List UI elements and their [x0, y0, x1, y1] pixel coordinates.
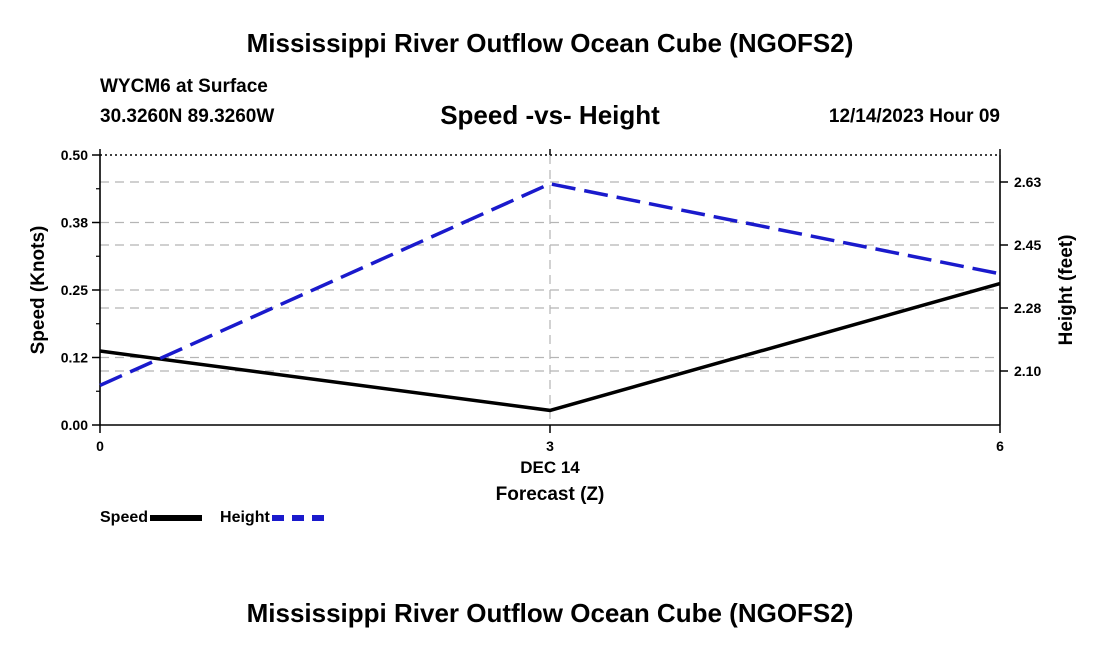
station-label: WYCM6 at Surface [100, 76, 268, 97]
x-axis-label: Forecast (Z) [496, 484, 605, 505]
forecast-datetime: 12/14/2023 Hour 09 [828, 106, 1000, 127]
x-tick-label: 0 [96, 438, 104, 454]
y2-tick-label: 2.10 [1014, 363, 1041, 379]
y-tick-label: 0.25 [61, 282, 88, 298]
series-line-height [99, 181, 1001, 387]
legend-height-label: Height [220, 509, 270, 526]
y-axis-label: Speed (Knots) [28, 226, 49, 355]
y-tick-label: 0.12 [61, 350, 88, 366]
y2-tick-label: 2.63 [1014, 174, 1041, 190]
y-tick-label: 0.00 [61, 417, 88, 433]
y2-axis-label: Height (feet) [1056, 235, 1077, 346]
x-tick-label: 6 [996, 438, 1004, 454]
y-tick-label: 0.50 [61, 147, 88, 163]
y2-tick-label: 2.45 [1014, 237, 1041, 253]
x-tick-label: 3 [546, 438, 554, 454]
legend-item-height: Height [220, 509, 324, 527]
series-line-speed [99, 281, 1001, 413]
chart-main-title: Mississippi River Outflow Ocean Cube (NG… [246, 28, 854, 58]
chart-subtitle: Speed -vs- Height [440, 100, 660, 130]
legend-speed-swatch [150, 515, 203, 521]
chart-legend: Speed Height [100, 509, 342, 527]
legend-item-speed: Speed [100, 509, 203, 527]
y2-tick-label: 2.28 [1014, 300, 1041, 316]
legend-speed-label: Speed [100, 509, 149, 526]
station-coordinates: 30.3260N 89.3260W [100, 106, 275, 127]
legend-height-swatch [271, 515, 324, 521]
y-tick-label: 0.38 [61, 215, 88, 231]
footer-title: Mississippi River Outflow Ocean Cube (NG… [246, 598, 854, 628]
x-axis-sublabel: DEC 14 [520, 458, 580, 477]
